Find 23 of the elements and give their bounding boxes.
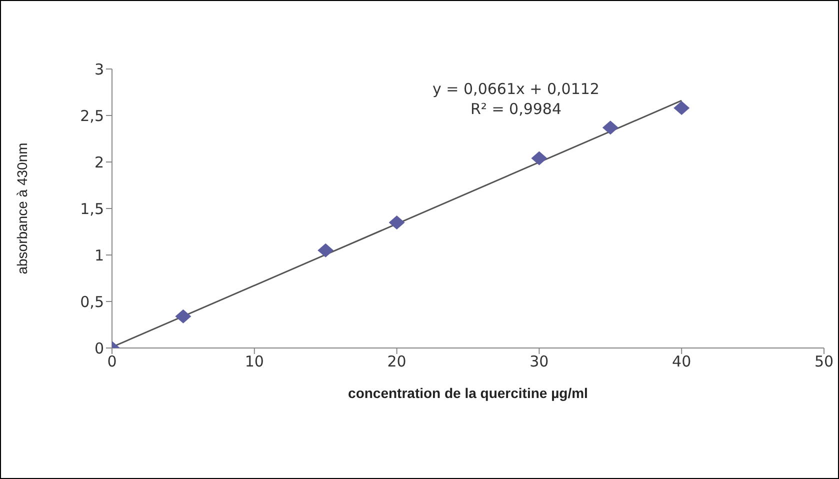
point xyxy=(602,120,618,135)
point xyxy=(175,309,192,324)
x-axis-title: concentration de la quercitine µg/ml xyxy=(348,385,588,401)
point xyxy=(388,215,405,230)
x-tick-label: 50 xyxy=(814,352,834,371)
x-tick-label: 10 xyxy=(244,352,264,371)
x-tick-label: 30 xyxy=(530,352,549,371)
annotation: R² = 0,9984 xyxy=(470,100,562,118)
y-axis-title: absorbance à 430nm xyxy=(14,142,30,274)
x-tick-label: 40 xyxy=(672,352,692,371)
point xyxy=(318,243,334,258)
x-tick-label: 20 xyxy=(387,352,406,371)
y-tick-label: 1,5 xyxy=(80,200,104,218)
point xyxy=(674,101,690,116)
point xyxy=(531,151,548,166)
y-tick-label: 3 xyxy=(94,60,104,78)
y-tick-label: 0,5 xyxy=(80,292,104,311)
x-tick-label: 0 xyxy=(107,352,117,371)
y-tick-label: 0 xyxy=(94,339,104,358)
y-tick-label: 2,5 xyxy=(80,106,104,125)
annotation: y = 0,0661x + 0,0112 xyxy=(432,80,600,98)
y-tick-label: 1 xyxy=(94,246,104,264)
y-tick-label: 2 xyxy=(94,153,104,172)
